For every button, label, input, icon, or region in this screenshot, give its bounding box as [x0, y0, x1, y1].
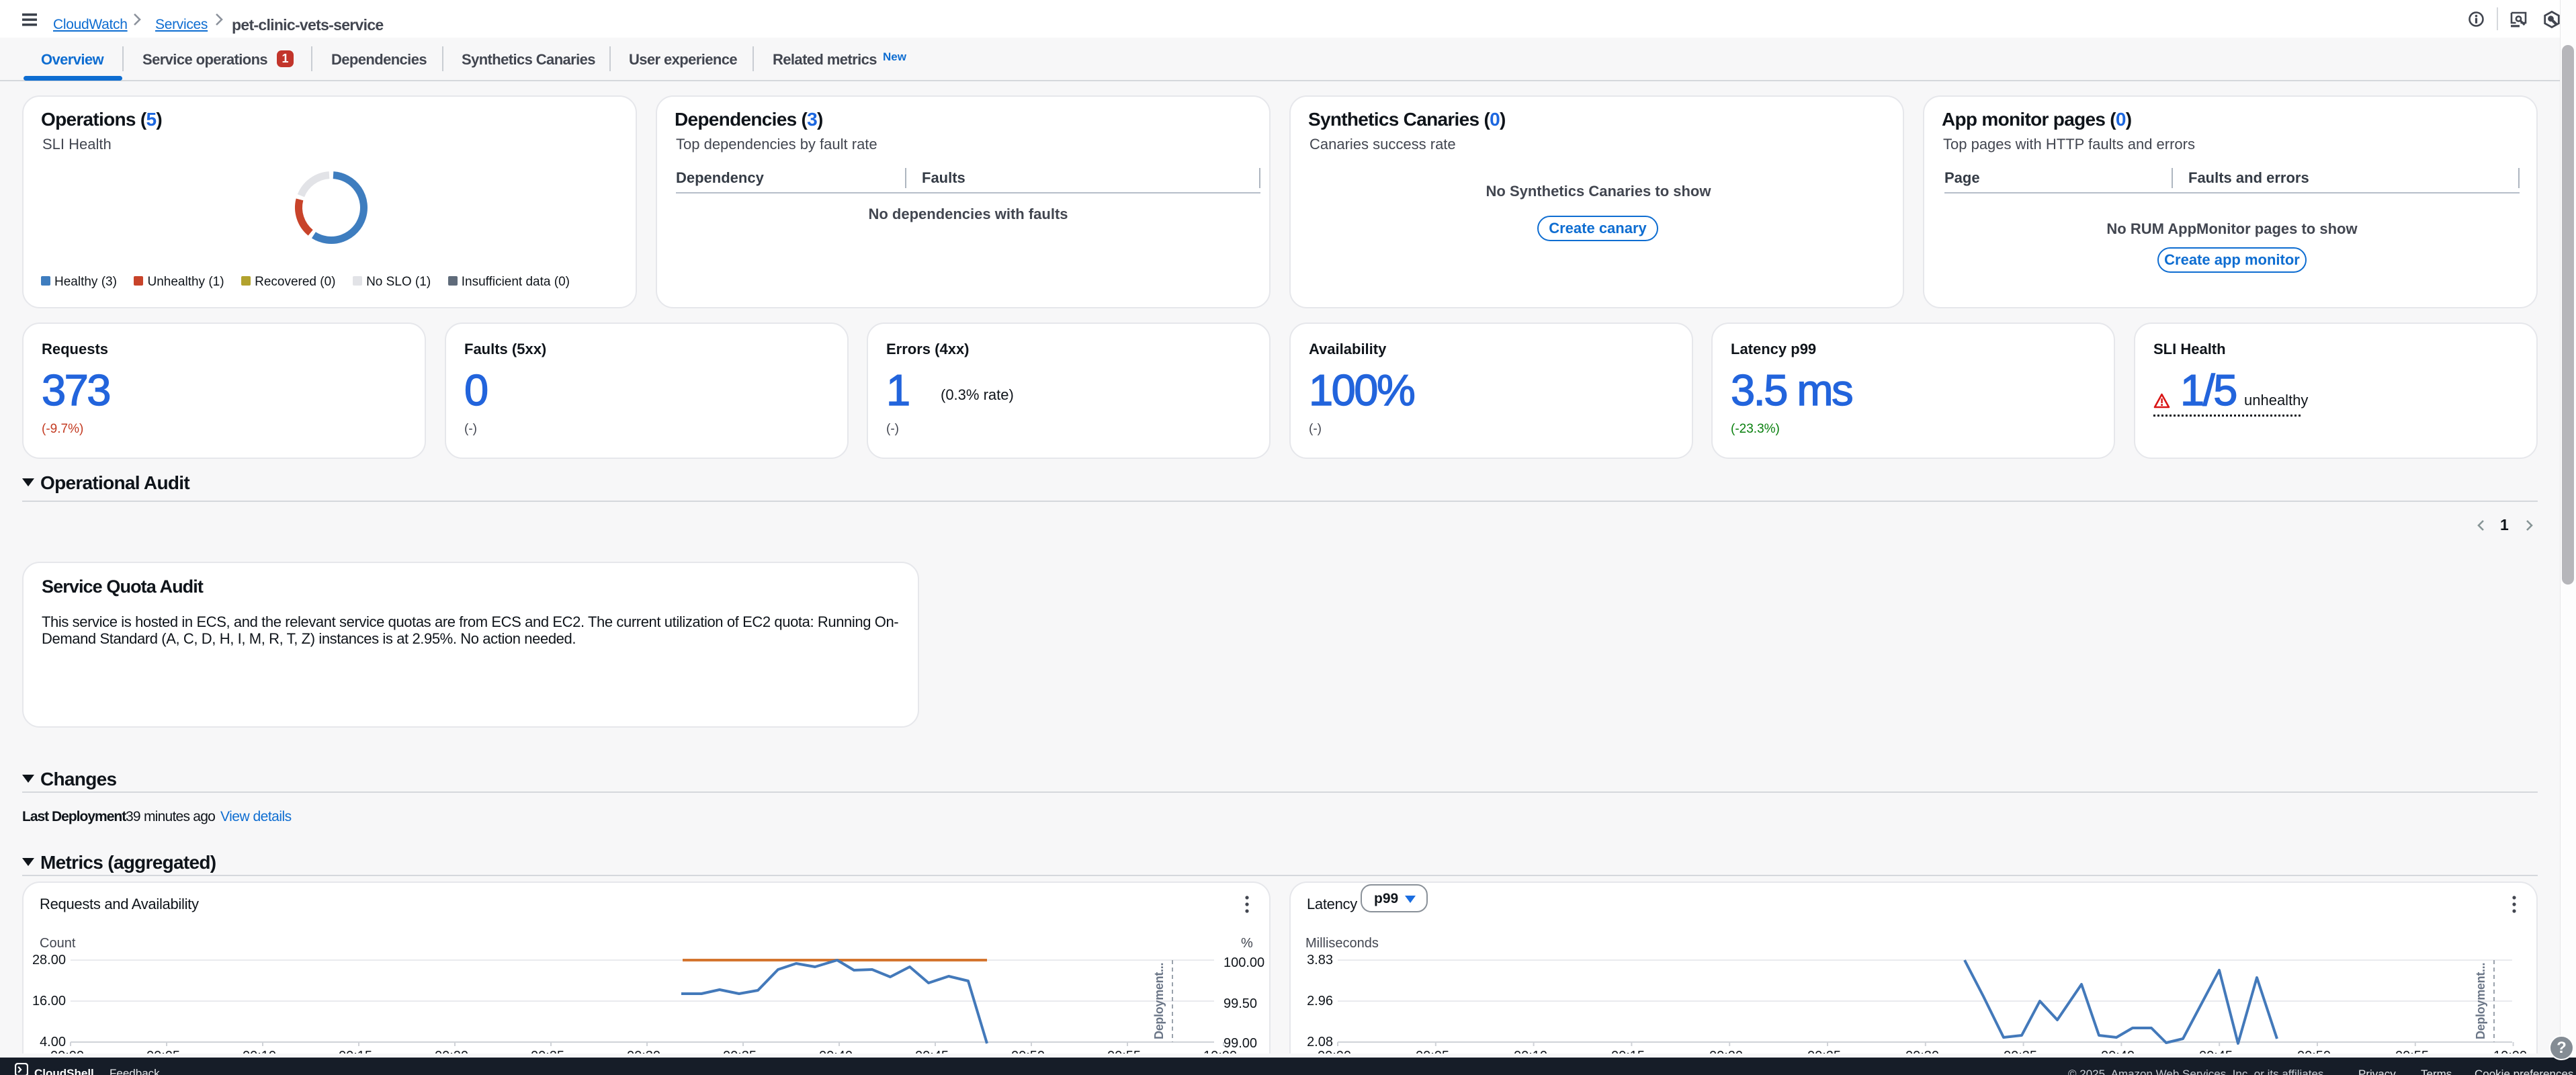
svg-text:Deployment...: Deployment...: [2474, 963, 2487, 1039]
svg-text:Deployment...: Deployment...: [1152, 963, 1166, 1039]
